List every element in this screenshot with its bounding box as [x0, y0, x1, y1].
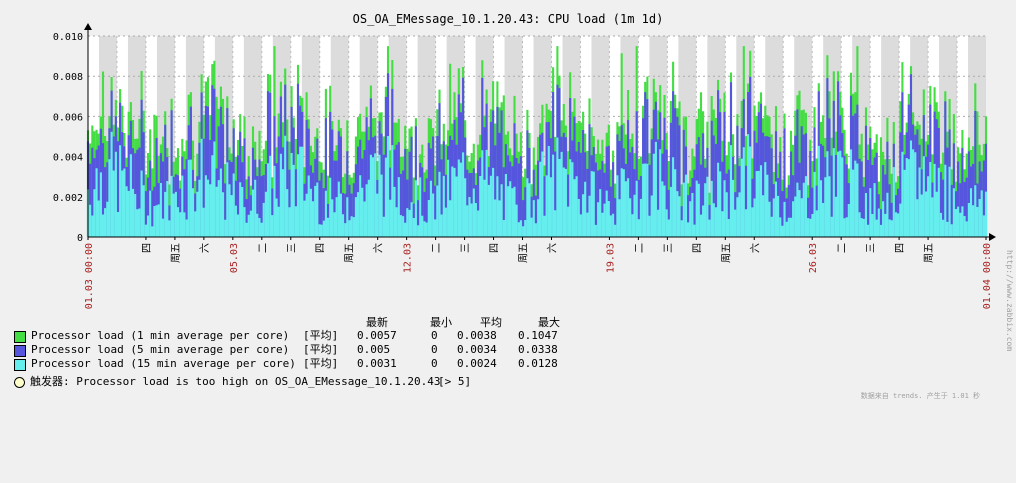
legend-row: Processor load (5 min average per core) … [14, 343, 558, 357]
axes: 0 0.002 0.004 0.006 0.008 0.010 01.03 00:00 四 周五… [53, 23, 996, 309]
x-tick-label: 六 [373, 243, 385, 253]
x-tick-label: 二 [258, 243, 269, 253]
legend-header-last: 最新 [366, 316, 388, 329]
legend-max-value: 0.0128 [518, 357, 558, 370]
chart-canvas: OS_OA_EMessage_10.1.20.43: CPU load (1m … [53, 12, 996, 309]
x-tick-label: 二 [432, 243, 443, 253]
x-tick-label: 四 [316, 243, 327, 253]
chart: OS_OA_EMessage_10.1.20.43: CPU load (1m … [14, 12, 1014, 400]
x-tick-label: 三 [461, 243, 472, 253]
y-tick-label: 0.004 [53, 153, 83, 164]
watermark: http://www.zabbix.com [1005, 250, 1014, 352]
x-tick-label: 六 [199, 243, 211, 253]
x-tick-label: 26.03 [808, 243, 819, 273]
legend-min-value: 0 [431, 329, 438, 342]
x-tick-label: 19.03 [605, 243, 616, 273]
y-tick-label: 0.002 [53, 193, 83, 204]
legend-series-tag: [平均] [303, 357, 339, 370]
legend-last-value: 0.0057 [357, 329, 397, 342]
legend-header-min: 最小 [430, 316, 452, 329]
x-tick-label: 二 [634, 243, 645, 253]
legend-min-value: 0 [431, 343, 438, 356]
legend-series-name: Processor load (5 min average per core) [31, 343, 290, 356]
y-tick-label: 0.008 [53, 72, 83, 83]
trigger-icon [14, 377, 25, 388]
x-tick-label: 周五 [170, 243, 182, 263]
legend-header-max: 最大 [538, 316, 560, 329]
legend-last-value: 0.005 [357, 343, 391, 356]
y-axis-arrow [84, 23, 92, 30]
x-tick-label: 周五 [923, 243, 935, 263]
x-tick-label: 四 [490, 243, 501, 253]
trigger-label: 触发器: Processor load is too high on OS_OA… [30, 375, 441, 388]
x-tick-label: 四 [692, 243, 703, 253]
x-tick-label: 周五 [344, 243, 356, 263]
x-axis-arrow [989, 233, 996, 241]
legend-avg-value: 0.0034 [457, 343, 497, 356]
legend-series-tag: [平均] [303, 329, 339, 342]
y-tick-label: 0 [77, 233, 83, 244]
legend-series-name: Processor load (15 min average per core) [31, 357, 296, 370]
x-tick-label: 六 [546, 243, 558, 253]
x-tick-label: 三 [287, 243, 298, 253]
trigger-row: 触发器: Processor load is too high on OS_OA… [14, 375, 471, 445]
x-tick-label: 二 [837, 243, 848, 253]
legend-swatch [14, 345, 26, 357]
legend-row: Processor load (15 min average per core)… [14, 357, 558, 371]
legend-swatch [14, 359, 26, 371]
series-layer [86, 46, 988, 237]
legend-max-value: 0.1047 [518, 329, 558, 342]
x-tick-label: 05.03 [229, 243, 240, 273]
legend-swatch [14, 331, 26, 343]
trigger-threshold: [> 5] [438, 375, 472, 388]
x-tick-label: 四 [142, 243, 153, 253]
legend-min-value: 0 [431, 357, 438, 370]
x-tick-label: 12.03 [403, 243, 414, 273]
legend-series-tag: [平均] [303, 343, 339, 356]
y-tick-label: 0.010 [53, 32, 83, 43]
chart-title: OS_OA_EMessage_10.1.20.43: CPU load (1m … [353, 12, 664, 26]
x-tick-label: 周五 [720, 243, 732, 263]
x-tick-label: 六 [749, 243, 761, 253]
x-tick-label: 三 [866, 243, 877, 253]
legend-header: 最新 最小 平均 最大 [366, 314, 560, 392]
legend-max-value: 0.0338 [518, 343, 558, 356]
legend-avg-value: 0.0038 [457, 329, 497, 342]
legend-series-name: Processor load (1 min average per core) [31, 329, 290, 342]
y-tick-label: 0.006 [53, 112, 83, 123]
legend-row: Processor load (1 min average per core) … [14, 329, 558, 343]
x-tick-label: 01.04 00:00 [982, 243, 993, 309]
x-tick-label: 01.03 00:00 [84, 243, 95, 309]
footer-note: 数据来自 trends. 产生于 1.01 秒 [860, 392, 980, 400]
x-tick-label: 三 [663, 243, 674, 253]
x-tick-label: 四 [895, 243, 906, 253]
legend-last-value: 0.0031 [357, 357, 397, 370]
x-tick-label: 周五 [518, 243, 530, 263]
legend-header-avg: 平均 [480, 316, 502, 329]
legend-avg-value: 0.0024 [457, 357, 497, 370]
